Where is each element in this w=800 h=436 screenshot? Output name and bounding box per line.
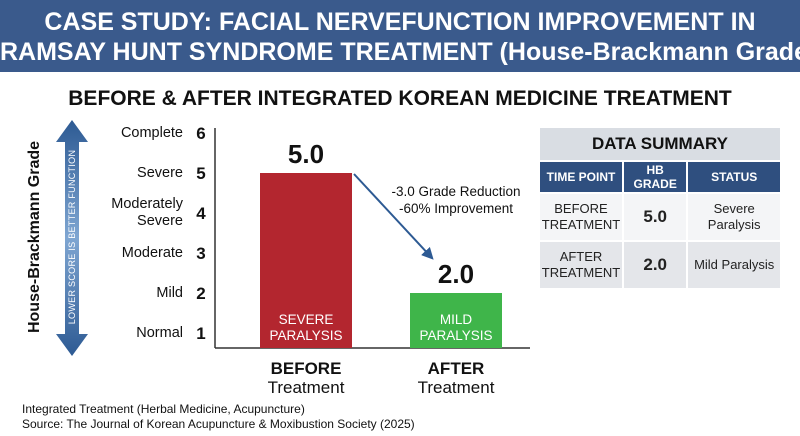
direction-arrow (56, 120, 88, 356)
header-band (0, 0, 800, 72)
table-cell: 5.0 (624, 194, 687, 240)
chart-subtitle: BEFORE & AFTER INTEGRATED KOREAN MEDICIN… (68, 87, 732, 110)
x-tick-label: AFTER (428, 359, 485, 378)
y-tick-label: 2 (196, 284, 205, 303)
y-tick-label: 6 (196, 124, 205, 143)
table-row: TIME POINT HB GRADE STATUS (540, 162, 780, 192)
table-row: AFTER TREATMENT 2.0 Mild Paralysis (540, 242, 780, 288)
table-cell: STATUS (688, 162, 780, 192)
chart-title: RAMSAY HUNT SYNDROME TREATMENT (House-Br… (0, 38, 800, 66)
table: TIME POINT HB GRADE STATUS BEFORE TREATMENT… (538, 160, 782, 290)
y-tick-name: Severe (137, 164, 183, 181)
y-tick-name: Normal (136, 324, 183, 341)
y-tick-label: 3 (196, 244, 205, 263)
y-tick-name: Mild (156, 284, 183, 301)
y-tick-name: Moderate (121, 244, 183, 261)
annotation: -3.0 Grade Reduction (391, 184, 520, 199)
summary-table: DATA SUMMARY TIME POINT HB GRADE STATUS BEFO… (538, 128, 782, 290)
footnote: Source: The Journal of Korean Acupunctur… (22, 417, 415, 431)
table-title: DATA SUMMARY (540, 128, 780, 160)
x-tick-sublabel: Treatment (268, 378, 345, 397)
x-tick-label: BEFORE (271, 359, 342, 378)
bar (410, 293, 502, 348)
table-cell: HB GRADE (624, 162, 687, 192)
footnote: Integrated Treatment (Herbal Medicine, A… (22, 402, 305, 416)
value-label: 2.0 (438, 259, 474, 289)
table-cell: TIME POINT (540, 162, 622, 192)
table-cell: BEFORE TREATMENT (540, 194, 622, 240)
table-cell: Severe Paralysis (688, 194, 780, 240)
arrow-note: LOWER SCORE IS BETTER FUNCTION (67, 149, 77, 325)
change-arrow (353, 173, 434, 260)
y-tick-name: Complete (120, 124, 183, 141)
annotation: -60% Improvement (399, 201, 513, 216)
bar (260, 173, 352, 348)
table-cell: AFTER TREATMENT (540, 242, 622, 288)
bar-label: MILD PARALYSIS (419, 312, 493, 343)
y-tick-label: 1 (196, 324, 205, 343)
x-tick-sublabel: Treatment (418, 378, 495, 397)
y-tick-label: 4 (196, 204, 206, 223)
y-tick-label: 5 (196, 164, 205, 183)
table-cell: 2.0 (624, 242, 687, 288)
y-tick-name: Moderately Severe (111, 196, 183, 229)
table-row: BEFORE TREATMENT 5.0 Severe Paralysis (540, 194, 780, 240)
value-label: 5.0 (288, 139, 324, 169)
table-cell: Mild Paralysis (688, 242, 780, 288)
bar-label: SEVERE PARALYSIS (269, 312, 343, 343)
y-axis-label: House-Brackmann Grade (26, 140, 43, 334)
chart-title: CASE STUDY: FACIAL NERVEFUNCTION IMPROVE… (44, 8, 756, 36)
